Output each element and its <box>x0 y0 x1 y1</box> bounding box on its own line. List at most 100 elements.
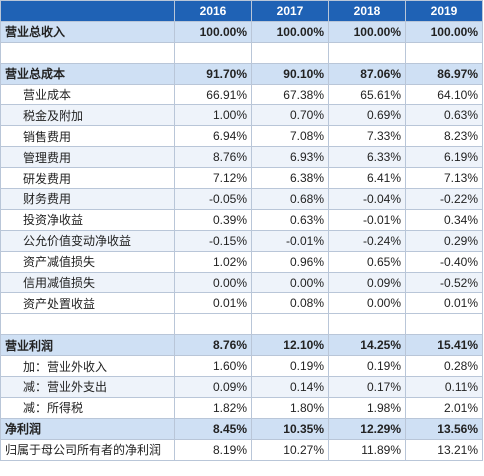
year-header: 2016 <box>174 0 252 22</box>
value-cell <box>251 313 329 336</box>
value-cell: 0.01% <box>405 292 483 315</box>
value-cell: 86.97% <box>405 62 483 85</box>
value-cell <box>328 41 406 64</box>
row-net-profit: 净利润 8.45% 10.35% 12.29% 13.56% <box>0 417 483 440</box>
value-cell: 65.61% <box>328 83 406 106</box>
value-cell: 6.19% <box>405 146 483 169</box>
row-label: 净利润 <box>0 417 175 440</box>
table-body: 营业总收入 100.00% 100.00% 100.00% 100.00% 营业… <box>0 20 483 461</box>
row-label: 销售费用 <box>0 125 175 148</box>
row-label: 减：营业外支出 <box>0 376 175 398</box>
value-cell: 1.80% <box>251 396 329 419</box>
value-cell: 0.00% <box>174 271 252 294</box>
value-cell: 0.19% <box>251 355 329 378</box>
value-cell: 0.08% <box>251 292 329 315</box>
value-cell <box>328 313 406 336</box>
row-label: 营业总收入 <box>0 20 175 43</box>
value-cell <box>174 313 252 336</box>
value-cell: 100.00% <box>405 20 483 43</box>
value-cell: 0.01% <box>174 292 252 315</box>
value-cell: 0.11% <box>405 376 483 398</box>
value-cell: 7.13% <box>405 167 483 190</box>
value-cell: 14.25% <box>328 334 406 357</box>
value-cell: 0.69% <box>328 104 406 127</box>
value-cell: 11.89% <box>328 438 406 461</box>
value-cell: 13.21% <box>405 438 483 461</box>
row-label <box>0 41 175 64</box>
value-cell: 8.45% <box>174 417 252 440</box>
value-cell: 87.06% <box>328 62 406 85</box>
value-cell: 7.12% <box>174 167 252 190</box>
value-cell <box>405 313 483 336</box>
row-label: 信用减值损失 <box>0 271 175 294</box>
value-cell: -0.01% <box>328 208 406 231</box>
row-label <box>0 313 175 336</box>
value-cell: 67.38% <box>251 83 329 106</box>
table-row: 投资净收益 0.39% 0.63% -0.01% 0.34% <box>0 208 483 231</box>
table-row: 税金及附加 1.00% 0.70% 0.69% 0.63% <box>0 104 483 127</box>
value-cell: 0.14% <box>251 376 329 398</box>
value-cell: 100.00% <box>174 20 252 43</box>
value-cell: 13.56% <box>405 417 483 440</box>
value-cell: 1.60% <box>174 355 252 378</box>
value-cell <box>251 41 329 64</box>
value-cell: 6.33% <box>328 146 406 169</box>
table-row: 资产处置收益 0.01% 0.08% 0.00% 0.01% <box>0 292 483 315</box>
header-corner-cell <box>0 0 175 22</box>
value-cell: 8.23% <box>405 125 483 148</box>
value-cell: -0.40% <box>405 250 483 273</box>
table-row: 归属于母公司所有者的净利润 8.19% 10.27% 11.89% 13.21% <box>0 438 483 461</box>
value-cell: 0.63% <box>405 104 483 127</box>
value-cell: 6.38% <box>251 167 329 190</box>
row-total-cost: 营业总成本 91.70% 90.10% 87.06% 86.97% <box>0 62 483 85</box>
value-cell: 10.35% <box>251 417 329 440</box>
value-cell: -0.22% <box>405 188 483 210</box>
value-cell: 10.27% <box>251 438 329 461</box>
row-label: 营业利润 <box>0 334 175 357</box>
value-cell: 100.00% <box>251 20 329 43</box>
row-total-revenue: 营业总收入 100.00% 100.00% 100.00% 100.00% <box>0 20 483 43</box>
value-cell: -0.05% <box>174 188 252 210</box>
row-label: 公允价值变动净收益 <box>0 229 175 252</box>
year-header: 2019 <box>405 0 483 22</box>
row-label: 加：营业外收入 <box>0 355 175 378</box>
value-cell: 0.29% <box>405 229 483 252</box>
value-cell: 6.94% <box>174 125 252 148</box>
value-cell: 15.41% <box>405 334 483 357</box>
table-row: 销售费用 6.94% 7.08% 7.33% 8.23% <box>0 125 483 148</box>
row-label: 投资净收益 <box>0 208 175 231</box>
value-cell: -0.04% <box>328 188 406 210</box>
value-cell: 8.76% <box>174 146 252 169</box>
value-cell: 0.19% <box>328 355 406 378</box>
value-cell <box>405 41 483 64</box>
value-cell: 8.19% <box>174 438 252 461</box>
value-cell: 0.68% <box>251 188 329 210</box>
value-cell: 0.63% <box>251 208 329 231</box>
value-cell: 0.00% <box>328 292 406 315</box>
value-cell: 1.98% <box>328 396 406 419</box>
value-cell: 2.01% <box>405 396 483 419</box>
row-label: 税金及附加 <box>0 104 175 127</box>
value-cell: 0.28% <box>405 355 483 378</box>
table-row: 加：营业外收入 1.60% 0.19% 0.19% 0.28% <box>0 355 483 378</box>
row-label: 减：所得税 <box>0 396 175 419</box>
income-statement-ratio-table: 2016 2017 2018 2019 营业总收入 100.00% 100.00… <box>0 0 483 461</box>
value-cell: 0.00% <box>251 271 329 294</box>
table-row: 减：所得税 1.82% 1.80% 1.98% 2.01% <box>0 396 483 419</box>
value-cell: 90.10% <box>251 62 329 85</box>
row-operating-profit: 营业利润 8.76% 12.10% 14.25% 15.41% <box>0 334 483 357</box>
value-cell: 0.96% <box>251 250 329 273</box>
table-row: 信用减值损失 0.00% 0.00% 0.09% -0.52% <box>0 271 483 294</box>
value-cell: 91.70% <box>174 62 252 85</box>
value-cell: -0.15% <box>174 229 252 252</box>
value-cell <box>174 41 252 64</box>
row-label: 资产减值损失 <box>0 250 175 273</box>
blank-row <box>0 313 483 336</box>
year-header: 2018 <box>328 0 406 22</box>
value-cell: 7.08% <box>251 125 329 148</box>
value-cell: -0.24% <box>328 229 406 252</box>
value-cell: 1.82% <box>174 396 252 419</box>
value-cell: 1.00% <box>174 104 252 127</box>
row-label: 财务费用 <box>0 188 175 210</box>
